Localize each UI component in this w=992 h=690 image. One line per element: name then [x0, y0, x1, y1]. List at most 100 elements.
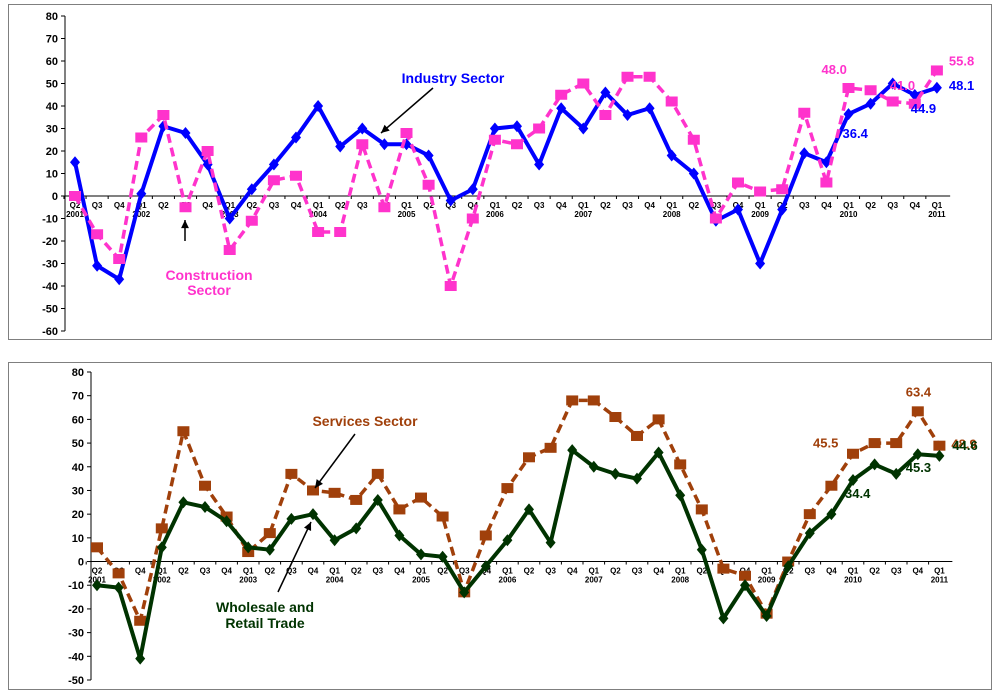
data-point: [622, 109, 633, 121]
data-point: [291, 131, 301, 144]
quarter-label: Q1: [313, 201, 324, 210]
quarter-label: Q1: [490, 201, 501, 210]
quarter-label: Q2: [512, 201, 523, 210]
quarter-label: Q2: [688, 201, 699, 210]
series-annotation: Construction: [165, 267, 252, 283]
data-point: [224, 212, 235, 225]
quarter-label: Q1: [329, 567, 340, 576]
data-point: [566, 395, 579, 406]
quarter-label: Q1: [932, 201, 943, 210]
data-point: [631, 430, 643, 441]
data-point: [848, 474, 858, 487]
data-point: [825, 480, 838, 491]
data-point: [156, 541, 167, 554]
data-point: [653, 446, 664, 459]
data-point: [479, 530, 492, 541]
data-point: [92, 579, 102, 592]
quarter-label: Q2: [865, 201, 876, 210]
data-point: [555, 89, 568, 100]
data-point: [803, 509, 816, 520]
data-point: [632, 472, 642, 485]
quarter-label: Q3: [357, 201, 368, 210]
quarter-label: Q3: [92, 201, 103, 210]
y-tick-label: -50: [42, 304, 58, 316]
quarter-label: Q3: [286, 567, 297, 576]
series-line-1: [73, 69, 939, 288]
quarter-label: Q4: [221, 567, 232, 576]
data-point: [221, 515, 232, 528]
data-point: [533, 123, 546, 134]
year-label: 2004: [309, 210, 327, 219]
value-label: 48.1: [949, 78, 974, 93]
data-point: [423, 149, 434, 162]
annotation-arrow: [380, 87, 434, 134]
annotation-arrowhead: [315, 479, 323, 488]
y-tick-label: 70: [72, 391, 84, 403]
quarter-label: Q2: [158, 201, 169, 210]
y-tick-label: 10: [72, 533, 84, 545]
data-point: [931, 81, 942, 94]
y-tick-label: 80: [46, 11, 58, 23]
quarter-label: Q3: [711, 201, 722, 210]
industry-construction-chart: -60 -50 -40 -30 -20 -10 0 10 20 30 40 50 60 70 80 Q2 Q3 Q…: [42, 11, 974, 338]
annotation-arrowhead: [304, 522, 312, 531]
quarter-label: Q4: [291, 201, 302, 210]
data-point: [69, 191, 81, 201]
quarter-label: Q4: [567, 567, 578, 576]
data-point: [422, 179, 435, 190]
quarter-label: Q2: [600, 201, 611, 210]
quarter-label: Q4: [308, 567, 319, 576]
data-point: [134, 615, 147, 626]
y-tick-label: 30: [46, 124, 58, 136]
data-point: [459, 586, 470, 599]
value-label: 55.8: [949, 53, 974, 68]
data-point: [643, 71, 656, 82]
quarter-label: Q1: [934, 567, 945, 576]
data-point: [908, 98, 921, 109]
quarter-label: Q2: [437, 567, 448, 576]
quarter-label: Q4: [114, 201, 125, 210]
value-label: 48.9: [951, 437, 976, 452]
data-point: [416, 548, 426, 561]
year-label: 2008: [671, 576, 689, 585]
data-point: [821, 156, 832, 169]
data-point: [732, 177, 744, 188]
year-label: 2011: [931, 576, 949, 585]
data-point: [437, 550, 448, 563]
data-point: [180, 127, 191, 139]
y-tick-label: 60: [46, 56, 58, 68]
data-point: [178, 496, 189, 509]
data-point: [688, 167, 699, 180]
quarter-label: Q1: [224, 201, 235, 210]
value-label: 44.9: [911, 101, 936, 116]
quarter-label: Q1: [675, 567, 686, 576]
data-point: [761, 610, 772, 623]
annotation-arrow: [277, 521, 312, 593]
value-label: 45.5: [813, 436, 838, 451]
data-point: [666, 149, 677, 162]
data-point: [329, 534, 340, 547]
year-label: 2010: [844, 576, 862, 585]
data-point: [534, 158, 545, 171]
data-point: [334, 227, 347, 237]
quarter-label: Q1: [243, 567, 254, 576]
year-label: 2007: [574, 210, 592, 219]
quarter-label: Q4: [467, 201, 478, 210]
quarter-label: Q4: [909, 201, 920, 210]
quarter-label: Q2: [246, 201, 257, 210]
quarter-label: Q1: [843, 201, 854, 210]
quarter-label: Q1: [136, 201, 147, 210]
y-tick-label: 80: [72, 367, 84, 379]
quarter-label: Q2: [351, 567, 362, 576]
data-point: [393, 504, 406, 515]
data-point: [379, 138, 390, 151]
y-tick-label: -50: [68, 675, 84, 687]
data-point: [709, 213, 722, 224]
data-point: [313, 100, 324, 112]
data-point: [556, 102, 567, 115]
series-annotation: Industry Sector: [402, 70, 505, 86]
value-label: 63.4: [906, 384, 932, 399]
y-tick-label: -40: [68, 651, 84, 663]
quarter-label: Q3: [799, 201, 810, 210]
data-point: [155, 523, 168, 534]
